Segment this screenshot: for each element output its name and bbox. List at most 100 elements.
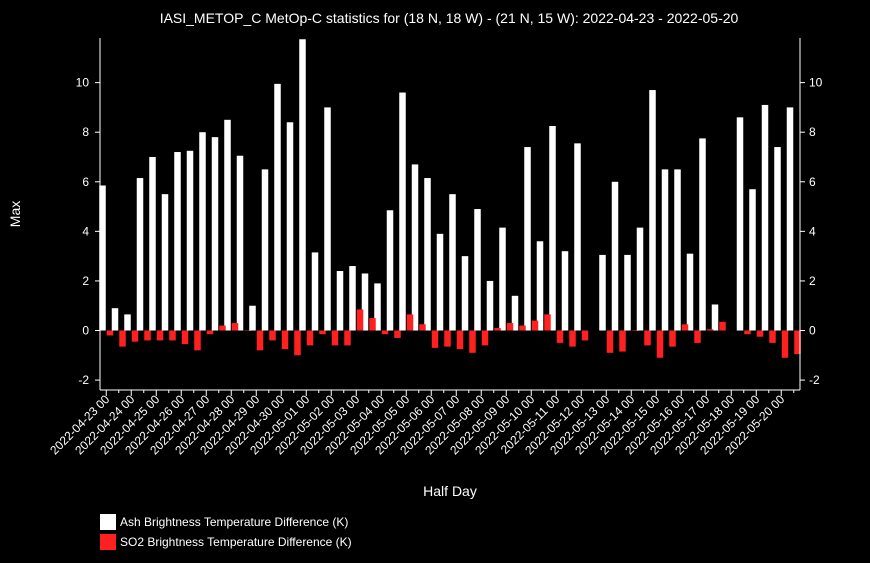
bar-ash: [361, 273, 369, 331]
bar-so2: [431, 330, 439, 348]
legend-swatch-so2: [100, 534, 116, 550]
bar-ash: [624, 254, 631, 331]
bar-so2: [619, 330, 626, 352]
y-tick-label-right: 10: [809, 76, 823, 90]
bar-ash: [399, 92, 406, 331]
bar-ash: [699, 138, 706, 331]
bar-so2: [194, 330, 201, 351]
bar-ash: [99, 185, 106, 331]
bar-so2: [669, 330, 676, 347]
bar-so2: [181, 330, 189, 345]
bar-so2: [131, 330, 139, 342]
bar-so2: [756, 330, 764, 337]
bar-ash: [761, 104, 769, 331]
bar-ash: [211, 137, 219, 331]
bar-ash: [674, 169, 681, 331]
bar-so2: [156, 330, 164, 341]
bar-ash: [749, 189, 756, 331]
bar-ash: [336, 271, 344, 331]
bar-so2: [781, 330, 789, 358]
bar-so2: [406, 314, 414, 331]
bar-so2: [231, 323, 239, 331]
bar-so2: [206, 330, 214, 335]
bar-ash: [311, 252, 319, 331]
bar-ash: [524, 147, 531, 331]
bar-so2: [569, 330, 576, 347]
bar-ash: [786, 107, 794, 331]
y-tick-label-left: 10: [76, 76, 90, 90]
y-tick-label-left: 8: [82, 125, 89, 139]
bar-so2: [281, 330, 289, 350]
bar-ash: [324, 107, 331, 331]
bar-ash: [661, 169, 669, 331]
bar-ash: [711, 304, 719, 331]
y-tick-label-right: 2: [809, 274, 816, 288]
bar-so2: [519, 325, 526, 331]
y-tick-label-right: 4: [809, 224, 816, 238]
bar-so2: [469, 330, 476, 353]
bar-so2: [706, 329, 714, 331]
bar-ash: [486, 280, 494, 331]
bar-ash: [686, 253, 694, 331]
bar-so2: [356, 309, 364, 331]
bar-ash: [499, 227, 506, 331]
bar-so2: [381, 330, 389, 335]
bar-so2: [581, 330, 589, 341]
bar-so2: [531, 320, 539, 331]
bar-ash: [224, 119, 231, 331]
y-tick-label-right: -2: [809, 373, 820, 387]
bar-so2: [644, 330, 651, 346]
bar-ash: [736, 117, 744, 331]
bar-ash: [174, 152, 181, 331]
bar-ash: [574, 143, 581, 331]
bar-ash: [236, 155, 244, 331]
y-tick-label-left: 0: [82, 324, 89, 338]
bar-ash: [599, 254, 606, 331]
bar-so2: [244, 330, 251, 332]
bar-so2: [506, 323, 514, 331]
legend-swatch-ash: [100, 514, 116, 530]
bars-layer: [99, 39, 801, 358]
bar-ash: [286, 122, 294, 331]
bar-ash: [111, 308, 119, 331]
bar-ash: [611, 181, 619, 331]
chart-title: IASI_METOP_C MetOp-C statistics for (18 …: [160, 10, 739, 26]
y-tick-label-right: 6: [809, 175, 816, 189]
bar-so2: [306, 330, 314, 346]
bar-ash: [299, 39, 306, 331]
bar-ash: [424, 178, 431, 331]
y-tick-label-left: -2: [78, 373, 89, 387]
bar-ash: [436, 233, 444, 331]
bar-so2: [219, 325, 226, 331]
bar-so2: [631, 330, 639, 332]
bar-ash: [199, 132, 206, 331]
x-axis-label: Half Day: [423, 483, 477, 499]
bar-so2: [344, 330, 351, 346]
bar-so2: [481, 330, 489, 346]
legend: Ash Brightness Temperature Difference (K…: [100, 512, 352, 552]
bar-so2: [719, 321, 726, 331]
bar-ash: [649, 90, 656, 331]
bar-ash: [124, 314, 131, 331]
bar-so2: [606, 330, 614, 353]
bar-so2: [169, 330, 176, 341]
bar-so2: [544, 314, 551, 331]
bar-so2: [106, 330, 114, 336]
bar-ash: [536, 241, 544, 331]
y-tick-label-right: 0: [809, 324, 816, 338]
bar-so2: [269, 330, 276, 341]
bar-so2: [556, 330, 564, 343]
bar-ash: [411, 164, 419, 331]
bar-so2: [119, 330, 126, 347]
y-tick-label-left: 6: [82, 175, 89, 189]
bar-so2: [456, 330, 464, 350]
bar-ash: [636, 227, 644, 331]
bar-so2: [319, 330, 326, 335]
legend-item-so2: SO2 Brightness Temperature Difference (K…: [100, 532, 352, 552]
y-tick-label-left: 2: [82, 274, 89, 288]
bar-ash: [461, 256, 469, 331]
legend-label-ash: Ash Brightness Temperature Difference (K…: [120, 515, 349, 529]
bar-so2: [494, 328, 501, 331]
